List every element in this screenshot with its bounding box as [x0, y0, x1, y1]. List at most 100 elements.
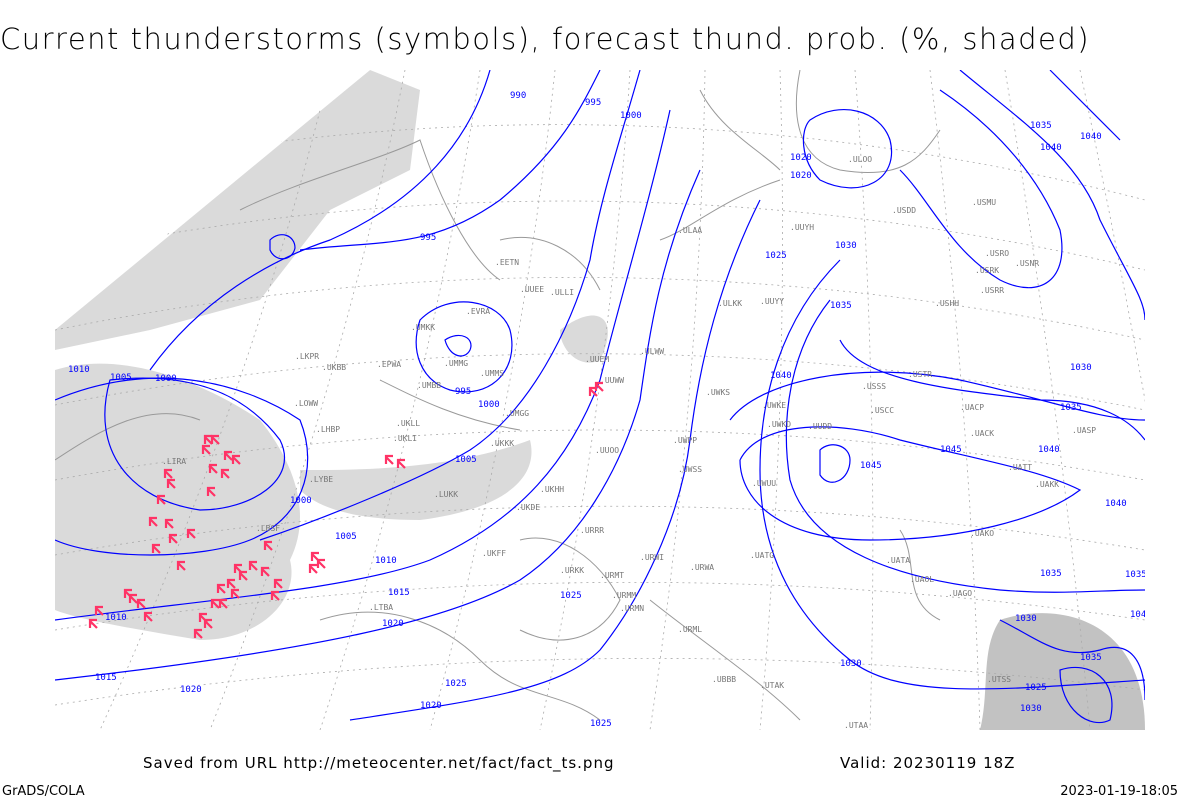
station-label: .USHH — [935, 299, 959, 308]
coastline — [519, 537, 621, 641]
isobar-label: 1045 — [940, 445, 962, 455]
isobar-line — [802, 109, 893, 189]
isobar-label: 1000 — [155, 374, 177, 384]
isobar-line — [759, 259, 1145, 690]
station-label: .USNR — [1015, 259, 1039, 268]
station-label: .UWUU — [752, 479, 776, 488]
station-label: .UKFF — [482, 549, 506, 558]
isobar-label: 1035 — [1030, 121, 1052, 131]
station-label: .URMM — [612, 591, 636, 600]
station-label: .UATG — [750, 551, 774, 560]
station-label: .UKDE — [516, 503, 540, 512]
station-label: .UAKO — [970, 529, 994, 538]
thunderstorm-symbol — [588, 386, 598, 397]
coastline — [649, 599, 801, 721]
station-label: .LKPR — [295, 352, 319, 361]
parallel — [55, 429, 1145, 481]
station-label: .URWA — [690, 563, 714, 572]
isobar-line — [899, 89, 1063, 289]
isobar-label: 1000 — [290, 496, 312, 506]
station-label: .UKLL — [396, 419, 420, 428]
meridian — [429, 70, 556, 730]
station-label: .UUYY — [760, 297, 784, 306]
station-label: .URML — [678, 625, 702, 634]
parallel — [55, 658, 1145, 706]
isobar-line — [415, 301, 513, 393]
isobar-label: 1010 — [375, 556, 397, 566]
thunderstorm-symbol — [384, 454, 394, 465]
isobar-line — [785, 299, 1145, 593]
isobar-label: 1015 — [95, 673, 117, 683]
station-label: .ULAA — [678, 226, 702, 235]
thunderstorm-symbol — [594, 381, 604, 392]
thunderstorm-symbol — [223, 450, 233, 461]
meridian — [929, 70, 981, 730]
isobar-label: 1035 — [1125, 570, 1147, 580]
isobar-line — [349, 199, 761, 721]
station-label: .UKKK — [490, 439, 514, 448]
meridian — [319, 70, 481, 730]
isobar-label: 1040 — [770, 371, 792, 381]
thunderstorm-symbol — [210, 434, 220, 445]
thunderstorm-symbol — [156, 494, 166, 505]
station-label: .UASP — [1072, 426, 1096, 435]
station-label: .USMU — [972, 198, 996, 207]
isobar-label: 1045 — [860, 461, 882, 471]
station-label: .UATT — [1008, 463, 1032, 472]
station-label: .EETN — [495, 258, 519, 267]
isobar-label: 1035 — [1060, 403, 1082, 413]
coastline — [319, 611, 601, 721]
station-label: .UMMS — [480, 369, 504, 378]
isobar-label: 990 — [510, 91, 526, 101]
thunderstorm-symbol — [208, 463, 218, 474]
station-label: .UMGG — [505, 409, 529, 418]
parallel — [55, 505, 1145, 556]
parallel — [55, 277, 1145, 341]
isobar-line — [299, 70, 601, 251]
isobar-line — [1059, 666, 1113, 724]
isobar-label: 1015 — [388, 588, 410, 598]
thunderstorm-symbol — [128, 593, 138, 604]
station-label: .UWKS — [706, 388, 730, 397]
station-label: .UAKK — [1035, 480, 1059, 489]
thunderstorm-symbol — [226, 578, 236, 589]
coastline — [659, 179, 781, 241]
isobar-line — [444, 335, 472, 357]
station-label: .URMN — [620, 604, 644, 613]
thunderstorm-symbol — [263, 540, 273, 551]
coastline — [795, 70, 941, 174]
station-label: .UMMG — [444, 359, 468, 368]
isobar-label: 1005 — [455, 455, 477, 465]
meridian — [1155, 70, 1200, 730]
thunderstorm-symbol — [230, 588, 240, 599]
station-label: .URKK — [560, 566, 584, 575]
isobar-label: 995 — [455, 387, 471, 397]
station-label: .UUEM — [585, 355, 609, 364]
isobar-line — [259, 70, 641, 541]
coastline — [699, 89, 781, 171]
meridian — [854, 70, 874, 730]
coastline — [239, 139, 501, 281]
station-label: .LUKK — [434, 490, 458, 499]
station-label: .LIRA — [162, 457, 186, 466]
isobar-label: 995 — [420, 233, 436, 243]
isobar-labels: 990 995 1000 1020 1020 995 1025 1030 1035 1040 103… — [68, 91, 1147, 729]
station-label: .UTAK — [760, 681, 784, 690]
thunderstorm-symbol — [220, 468, 230, 479]
station-label: .LOWW — [294, 399, 318, 408]
thunderstorm-symbol — [88, 618, 98, 629]
isobar-label: 1035 — [830, 301, 852, 311]
isobar-label: 995 — [585, 98, 601, 108]
station-label: .UWKE — [762, 401, 786, 410]
isobar-label: 1030 — [1070, 363, 1092, 373]
isobar-line — [55, 377, 309, 556]
thunderstorm-symbol — [248, 560, 258, 571]
lat-lon-grid — [55, 70, 1200, 730]
isobar-label: 1025 — [445, 679, 467, 689]
thunderstorm-symbol — [308, 563, 318, 574]
thunderstorm-symbol — [166, 478, 176, 489]
station-label: .URMT — [600, 571, 624, 580]
isobar-line — [1049, 70, 1121, 141]
thunderstorm-symbol — [186, 528, 196, 539]
